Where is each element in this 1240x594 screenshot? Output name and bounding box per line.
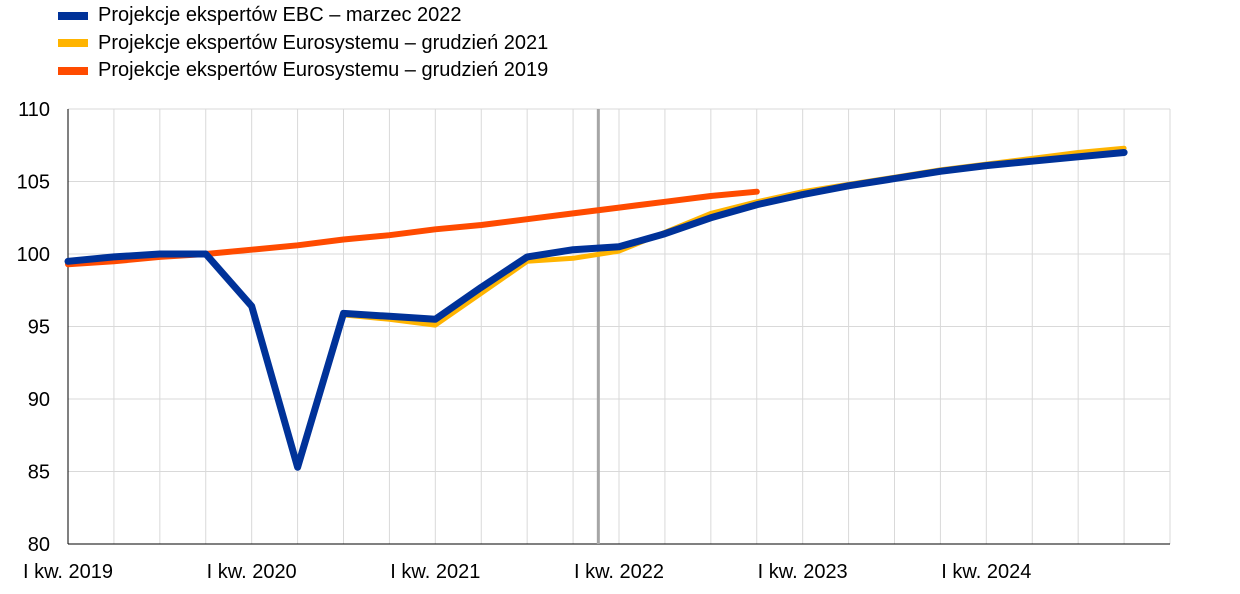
x-tick-label-2022Q1: I kw. 2022 — [574, 561, 664, 583]
series-line-2 — [64, 149, 1128, 471]
y-tick-label-85: 85 — [28, 462, 50, 484]
x-axis-ticks: I kw. 2019 I kw. 2020 I kw. 2021 I kw. 2022… — [23, 561, 1031, 583]
y-tick-label-95: 95 — [28, 317, 50, 339]
x-tick-label-2019Q1: I kw. 2019 — [23, 561, 113, 583]
series-line-1 — [65, 145, 1127, 470]
x-tick-label-2021Q1: I kw. 2021 — [390, 561, 480, 583]
legend-item-ecb-march-2022: Projekcje ekspertów EBC – marzec 2022 — [58, 2, 548, 30]
legend-label-ecb-march-2022: Projekcje ekspertów EBC – marzec 2022 — [98, 4, 462, 27]
x-tick-label-2023Q1: I kw. 2023 — [758, 561, 848, 583]
chart-series — [64, 145, 1128, 471]
chart-legend: Projekcje ekspertów EBC – marzec 2022 Pr… — [58, 2, 548, 85]
y-tick-label-90: 90 — [28, 389, 50, 411]
y-axis-ticks: 80 85 90 95 100 105 110 — [17, 99, 50, 556]
legend-swatch-eurosystem-dec-2021 — [58, 39, 88, 48]
x-tick-label-2024Q1: I kw. 2024 — [941, 561, 1031, 583]
legend-label-eurosystem-dec-2021: Projekcje ekspertów Eurosystemu – grudzi… — [98, 31, 549, 54]
x-tick-label-2020Q1: I kw. 2020 — [207, 561, 297, 583]
legend-item-eurosystem-dec-2021: Projekcje ekspertów Eurosystemu – grudzi… — [58, 30, 548, 58]
legend-swatch-ecb-march-2022 — [58, 11, 88, 20]
legend-item-eurosystem-dec-2019: Projekcje ekspertów Eurosystemu – grudzi… — [58, 57, 548, 85]
chart-grid — [67, 108, 1171, 545]
y-tick-label-100: 100 — [17, 244, 50, 266]
y-tick-label-80: 80 — [28, 534, 50, 556]
y-tick-label-110: 110 — [18, 99, 50, 121]
y-tick-label-105: 105 — [17, 172, 50, 194]
legend-swatch-eurosystem-dec-2019 — [58, 66, 88, 75]
legend-label-eurosystem-dec-2019: Projekcje ekspertów Eurosystemu – grudzi… — [98, 59, 549, 82]
